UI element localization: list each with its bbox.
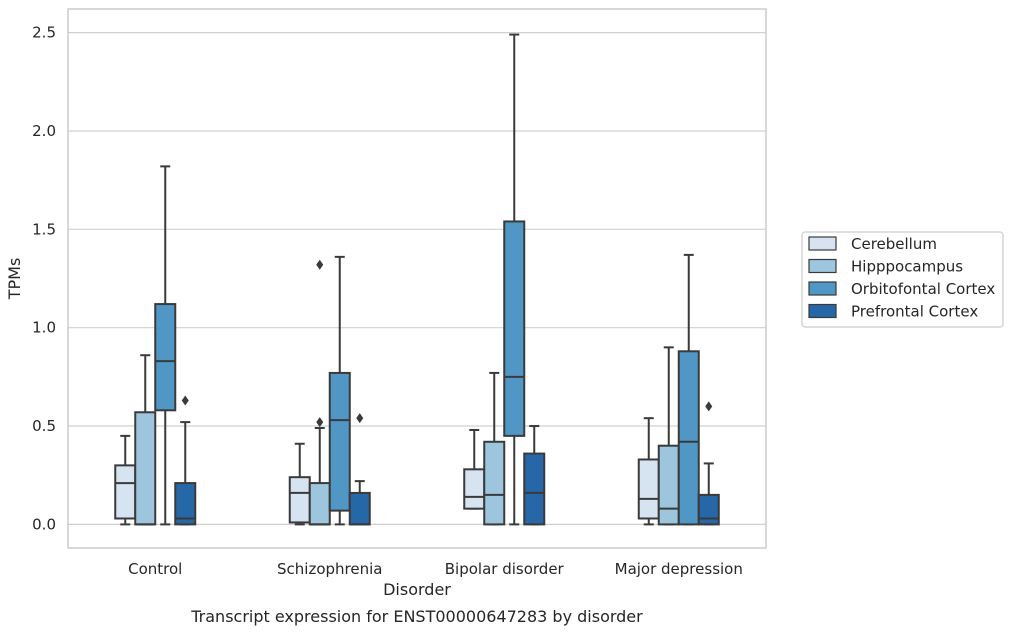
plot-frame (67, 8, 767, 549)
legend-label: Cerebellum (851, 235, 937, 253)
x-tick-label: Bipolar disorder (445, 560, 565, 578)
legend-label: Hipppocampus (851, 258, 963, 276)
box-orbitofontal-cortex (328, 255, 351, 526)
y-tick-label: 0.0 (32, 515, 56, 533)
outlier-marker (316, 259, 324, 270)
legend-label: Orbitofontal Cortex (851, 280, 995, 298)
outlier-marker (356, 413, 364, 424)
outlier-marker (316, 417, 324, 428)
axis-layer: 0.0 0.5 1.0 1.5 2.0 2.5 Control Schizophrenia Bi… (32, 24, 743, 578)
legend-label: Prefrontal Cortex (851, 303, 978, 321)
box-iqr (308, 482, 331, 526)
box-iqr (637, 458, 660, 520)
box-iqr (114, 464, 137, 520)
box-orbitofontal-cortex (503, 33, 526, 526)
box-prefrontal-cortex (174, 395, 197, 526)
y-tick-label: 2.5 (32, 24, 56, 42)
outlier-marker (705, 401, 713, 412)
box-hipppocampus (657, 346, 680, 526)
box-iqr (697, 493, 720, 526)
y-tick-label: 1.5 (32, 220, 56, 238)
box-iqr (503, 220, 526, 437)
box-iqr (483, 440, 506, 526)
legend-swatch (808, 303, 837, 319)
box-iqr (677, 350, 700, 526)
box-iqr (174, 482, 197, 526)
legend-frame (801, 231, 1004, 328)
box-iqr (288, 476, 311, 524)
plot-layer (114, 33, 720, 526)
box-iqr (523, 452, 546, 526)
box-orbitofontal-cortex (677, 253, 700, 526)
box-iqr (657, 444, 680, 526)
y-tick-label: 1.0 (32, 319, 56, 337)
x-tick-label: Control (128, 560, 182, 578)
x-axis-label: Disorder (383, 580, 451, 599)
box-iqr (134, 411, 157, 526)
box-cerebellum (463, 428, 486, 510)
box-cerebellum (114, 434, 137, 526)
legend: Cerebellum Hipppocampus Orbitofontal Corte… (801, 231, 1004, 328)
box-prefrontal-cortex (697, 401, 720, 526)
box-cerebellum (288, 442, 311, 526)
box-hipppocampus (483, 371, 506, 526)
legend-swatch (808, 236, 837, 251)
box-prefrontal-cortex (348, 413, 371, 526)
box-iqr (463, 468, 486, 510)
box-prefrontal-cortex (523, 425, 546, 526)
y-axis-label: TPMs (5, 258, 24, 301)
box-iqr (328, 371, 351, 512)
x-tick-label: Schizophrenia (277, 560, 382, 578)
box-orbitofontal-cortex (154, 165, 177, 526)
figure-caption: Transcript expression for ENST0000064728… (190, 607, 643, 626)
box-hipppocampus (134, 354, 157, 526)
outlier-marker (181, 395, 189, 406)
x-tick-label: Major depression (615, 560, 743, 578)
box-cerebellum (637, 417, 660, 526)
legend-swatch (808, 258, 837, 274)
legend-swatch (808, 281, 837, 296)
y-tick-label: 2.0 (32, 122, 56, 140)
y-tick-label: 0.5 (32, 417, 56, 435)
box-iqr (348, 491, 371, 526)
box-iqr (154, 303, 177, 412)
box-hipppocampus (308, 259, 331, 526)
